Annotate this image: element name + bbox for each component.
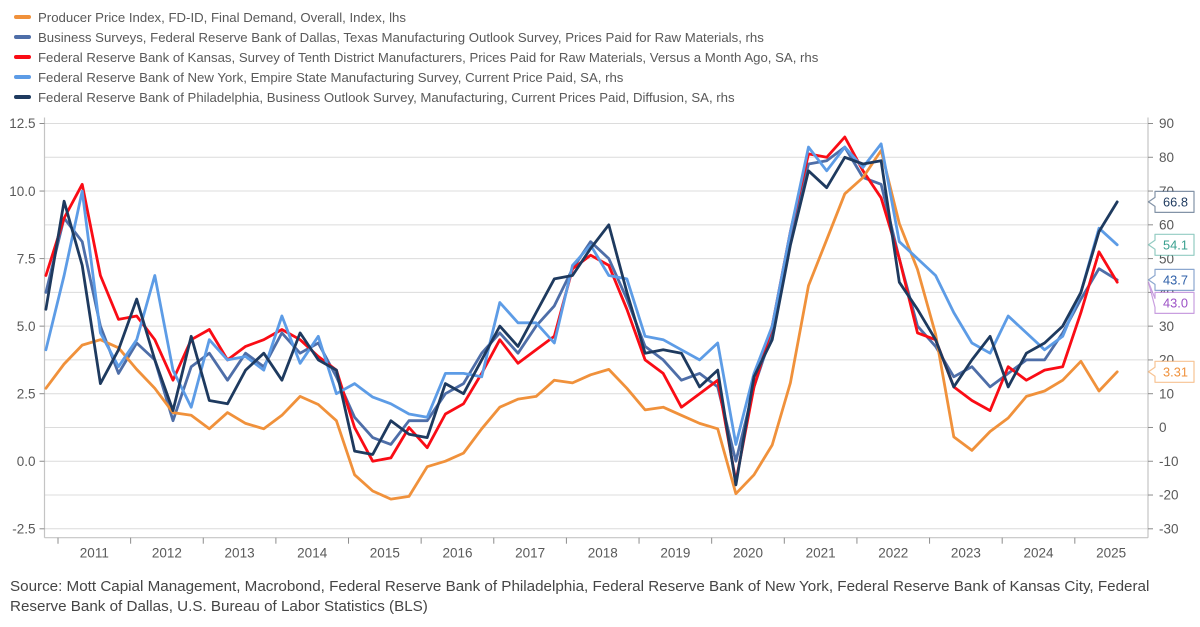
x-axis-year-label: 2012 — [152, 546, 182, 561]
left-axis-label: 10.0 — [9, 184, 35, 199]
right-axis-label: 0 — [1159, 420, 1167, 435]
end-value-label: 54.1 — [1163, 237, 1188, 252]
right-axis-label: 90 — [1159, 116, 1174, 131]
end-value-label: 66.8 — [1163, 194, 1188, 209]
series-line-2 — [44, 135, 1119, 483]
series-line-0 — [44, 149, 1119, 501]
x-axis-year-label: 2019 — [660, 546, 690, 561]
x-axis-year-label: 2018 — [588, 546, 618, 561]
series-line-3 — [44, 142, 1119, 446]
legend-swatch-icon — [14, 15, 31, 19]
left-axis-label: 12.5 — [9, 116, 35, 131]
x-axis-year-label: 2013 — [225, 546, 255, 561]
left-axis-label: 0.0 — [17, 454, 36, 469]
legend-item: Business Surveys, Federal Reserve Bank o… — [14, 27, 818, 47]
source-note: Source: Mott Capial Management, Macrobon… — [10, 578, 1150, 616]
x-axis-year-label: 2024 — [1023, 546, 1054, 561]
legend-item: Federal Reserve Bank of New York, Empire… — [14, 67, 818, 87]
legend-swatch-icon — [14, 75, 31, 79]
x-axis-year-label: 2015 — [370, 546, 400, 561]
right-axis-label: -20 — [1159, 488, 1179, 503]
x-axis-year-label: 2022 — [878, 546, 908, 561]
right-axis-label: 80 — [1159, 150, 1174, 165]
series-line-4 — [44, 155, 1119, 487]
legend-item: Federal Reserve Bank of Kansas, Survey o… — [14, 47, 818, 67]
left-axis-label: 2.5 — [17, 386, 36, 401]
legend-item: Producer Price Index, FD-ID, Final Deman… — [14, 7, 818, 27]
series-line-1 — [44, 145, 1119, 463]
end-value-callout — [1147, 190, 1195, 213]
legend-item: Federal Reserve Bank of Philadelphia, Bu… — [14, 87, 818, 107]
end-value-callout — [1147, 281, 1195, 314]
legend-label: Federal Reserve Bank of Kansas, Survey o… — [38, 49, 819, 65]
end-value-callout — [1147, 233, 1195, 256]
legend-label: Business Surveys, Federal Reserve Bank o… — [38, 29, 764, 45]
legend-swatch-icon — [14, 35, 31, 39]
right-axis-label: -10 — [1159, 454, 1179, 469]
x-axis-year-label: 2011 — [80, 546, 109, 561]
x-axis-year-label: 2025 — [1096, 546, 1126, 561]
legend-swatch-icon — [14, 55, 31, 59]
end-value-label: 43.0 — [1163, 295, 1188, 310]
legend-swatch-icon — [14, 95, 31, 99]
x-axis-year-label: 2020 — [733, 546, 763, 561]
end-value-label: 43.7 — [1163, 272, 1188, 287]
left-axis-label: 5.0 — [17, 319, 36, 334]
end-value-callout — [1147, 360, 1195, 383]
right-axis-label: -30 — [1159, 522, 1179, 537]
left-axis-label: 7.5 — [17, 251, 36, 266]
x-axis-year-label: 2021 — [806, 546, 836, 561]
legend-label: Federal Reserve Bank of New York, Empire… — [38, 69, 624, 85]
right-axis-label: 10 — [1159, 386, 1174, 401]
line-chart-plot-area: 12.510.07.55.02.50.0-2.59080706050403020… — [9, 116, 1195, 561]
right-axis-label: 30 — [1159, 319, 1174, 334]
left-axis-label: -2.5 — [12, 522, 35, 537]
end-value-label: 3.31 — [1163, 364, 1188, 379]
legend: Producer Price Index, FD-ID, Final Deman… — [14, 7, 818, 107]
legend-label: Federal Reserve Bank of Philadelphia, Bu… — [38, 89, 735, 105]
x-axis-year-label: 2017 — [515, 546, 545, 561]
end-value-callout — [1147, 268, 1195, 291]
right-axis-label: 60 — [1159, 218, 1174, 233]
x-axis-year-label: 2023 — [951, 546, 981, 561]
x-axis-year-label: 2016 — [442, 546, 472, 561]
legend-label: Producer Price Index, FD-ID, Final Deman… — [38, 9, 406, 25]
x-axis-year-label: 2014 — [297, 546, 328, 561]
